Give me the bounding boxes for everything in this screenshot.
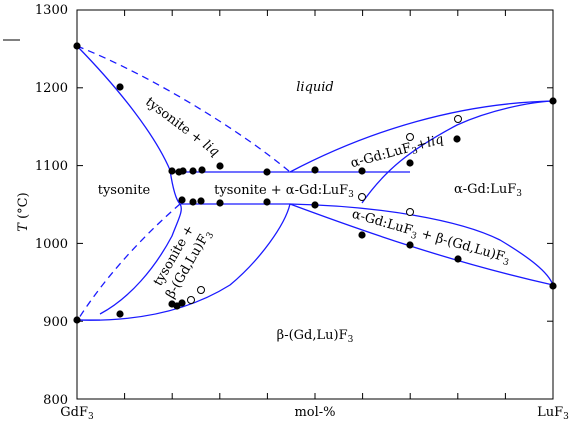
data-point	[263, 198, 271, 206]
data-point	[549, 97, 557, 105]
solidus-alpha-upper	[361, 100, 554, 204]
data-point	[73, 316, 81, 324]
y-tick-label: 1100	[35, 159, 68, 174]
tysonite-solvus-dashed	[78, 203, 181, 319]
y-axis: 1300 1200 1100 1000 900 800 T (°C)	[16, 3, 553, 408]
data-point	[311, 201, 319, 209]
x-tick-label-mol: mol-%	[294, 405, 335, 420]
data-point	[198, 166, 206, 174]
data-point	[311, 166, 319, 174]
region-tysonite-liq: tysonite + liq	[142, 95, 222, 160]
region-liquid: liquid	[296, 80, 334, 95]
beta-solvus	[76, 203, 291, 321]
y-tick-label: 1300	[35, 3, 68, 18]
open-data-point	[358, 193, 366, 201]
region-tysonite-beta: tysonite + β-(Gd,Lu)F3	[151, 223, 217, 301]
data-point	[116, 310, 124, 318]
open-data-point	[406, 133, 414, 141]
open-data-point	[406, 208, 414, 216]
data-point	[73, 42, 81, 50]
x-tick-label-luf3: LuF3	[537, 405, 569, 422]
data-point	[178, 299, 186, 307]
open-data-point	[187, 296, 195, 304]
y-tick-label: 1000	[35, 237, 68, 252]
data-point	[168, 167, 176, 175]
data-point	[216, 199, 224, 207]
data-point	[406, 241, 414, 249]
alpha-beta-upper	[289, 203, 554, 286]
data-point	[454, 255, 462, 263]
y-axis-label: T (°C)	[16, 192, 31, 231]
data-point	[358, 231, 366, 239]
data-point	[189, 167, 197, 175]
data-point	[189, 198, 197, 206]
open-data-point	[454, 115, 462, 123]
data-point	[549, 282, 557, 290]
y-tick-label: 900	[43, 315, 68, 330]
y-tick-label: 800	[43, 393, 68, 408]
region-tysonite-alpha: tysonite + α-Gd:LuF3	[214, 183, 354, 200]
data-point	[178, 196, 186, 204]
tysonite-solvus	[99, 169, 182, 315]
data-points	[73, 42, 557, 324]
data-point	[197, 197, 205, 205]
region-beta: β-(Gd,Lu)F3	[277, 328, 354, 345]
liquidus-right	[289, 100, 554, 173]
region-alpha: α-Gd:LuF3	[454, 182, 522, 199]
region-tysonite: tysonite	[98, 183, 151, 198]
x-axis: GdF3 mol-% LuF3	[60, 10, 569, 422]
y-tick-label: 1200	[35, 81, 68, 96]
liquidus-left-dashed	[76, 45, 291, 173]
open-data-point	[197, 286, 205, 294]
data-point	[406, 159, 414, 167]
data-point	[179, 167, 187, 175]
region-alpha-beta: α-Gd:LuF3 + β-(Gd,Lu)F3	[350, 207, 512, 269]
data-point	[116, 83, 124, 91]
liquidus-left	[76, 45, 181, 173]
x-tick-label-gdf3: GdF3	[60, 405, 94, 422]
data-point	[216, 162, 224, 170]
data-point	[358, 167, 366, 175]
data-point	[263, 168, 271, 176]
data-point	[453, 135, 461, 143]
